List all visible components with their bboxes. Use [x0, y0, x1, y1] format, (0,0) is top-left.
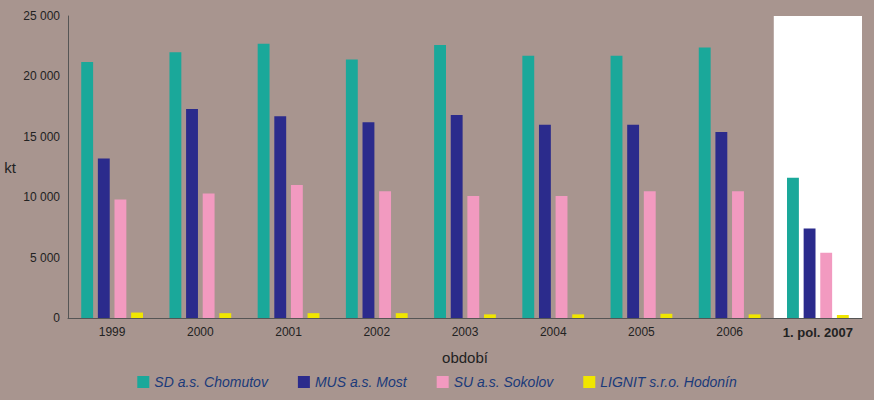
svg-text:1999: 1999: [99, 325, 126, 339]
svg-text:2001: 2001: [275, 325, 302, 339]
svg-text:1. pol. 2007: 1. pol. 2007: [783, 325, 853, 340]
svg-text:MUS a.s. Most: MUS a.s. Most: [315, 374, 408, 390]
svg-text:0: 0: [53, 311, 60, 325]
svg-text:2005: 2005: [628, 325, 655, 339]
svg-text:2002: 2002: [363, 325, 390, 339]
svg-text:SU a.s. Sokolov: SU a.s. Sokolov: [454, 374, 555, 390]
svg-text:15 000: 15 000: [23, 130, 60, 144]
svg-text:25 000: 25 000: [23, 9, 60, 23]
svg-text:20 000: 20 000: [23, 69, 60, 83]
svg-text:LIGNIT s.r.o. Hodonín: LIGNIT s.r.o. Hodonín: [600, 374, 737, 390]
svg-text:kt: kt: [4, 159, 17, 176]
svg-text:období: období: [442, 349, 489, 366]
svg-text:10 000: 10 000: [23, 190, 60, 204]
svg-text:2000: 2000: [187, 325, 214, 339]
svg-text:2003: 2003: [452, 325, 479, 339]
svg-text:2006: 2006: [716, 325, 743, 339]
svg-text:2004: 2004: [540, 325, 567, 339]
svg-text:5 000: 5 000: [30, 251, 60, 265]
svg-text:SD a.s. Chomutov: SD a.s. Chomutov: [154, 374, 269, 390]
